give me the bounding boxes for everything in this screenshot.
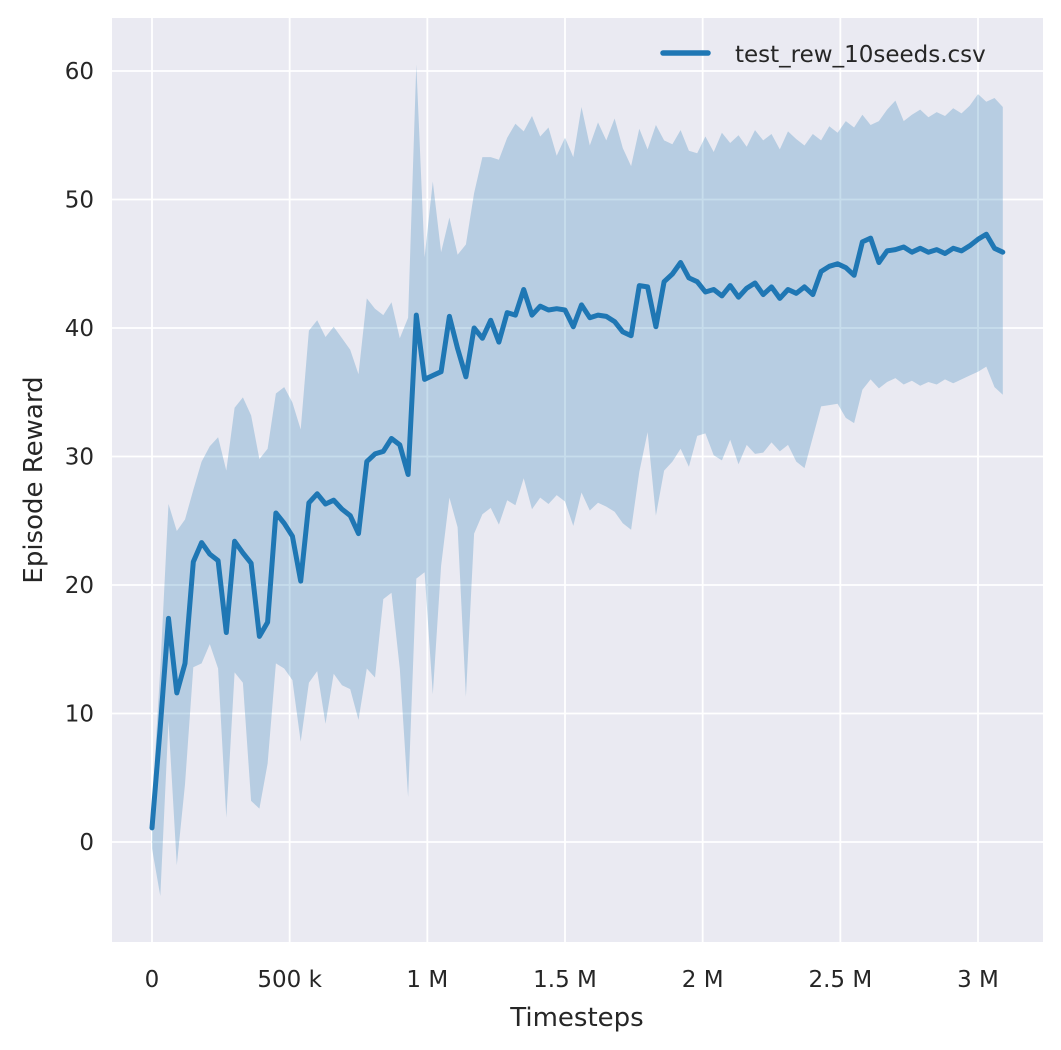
x-tick-labels: 0 500 k 1 M 1.5 M 2 M 2.5 M 3 M: [145, 967, 999, 993]
y-tick-label: 0: [79, 830, 94, 856]
legend: test_rew_10seeds.csv: [660, 42, 986, 68]
legend-entry-label: test_rew_10seeds.csv: [735, 42, 986, 68]
x-tick-label: 1 M: [406, 967, 448, 993]
x-axis-label: Timesteps: [509, 1003, 643, 1033]
x-tick-label: 0: [145, 967, 160, 993]
y-tick-label: 30: [65, 445, 94, 471]
x-tick-label: 1.5 M: [533, 967, 597, 993]
x-tick-label: 500 k: [257, 967, 322, 993]
plot-area-background: [112, 18, 1043, 942]
y-tick-labels: 0 10 20 30 40 50 60: [65, 59, 94, 856]
y-tick-label: 60: [65, 59, 94, 85]
confidence-band: [152, 64, 1003, 897]
x-tick-label: 2 M: [682, 967, 724, 993]
x-tick-label: 2.5 M: [808, 967, 872, 993]
y-tick-label: 50: [65, 188, 94, 214]
gridlines: [112, 18, 1043, 942]
y-tick-label: 10: [65, 702, 94, 728]
y-axis-label: Episode Reward: [19, 376, 49, 583]
x-tick-label: 3 M: [957, 967, 999, 993]
y-tick-label: 40: [65, 316, 94, 342]
y-tick-label: 20: [65, 573, 94, 599]
mean-reward-line: [149, 231, 1006, 831]
